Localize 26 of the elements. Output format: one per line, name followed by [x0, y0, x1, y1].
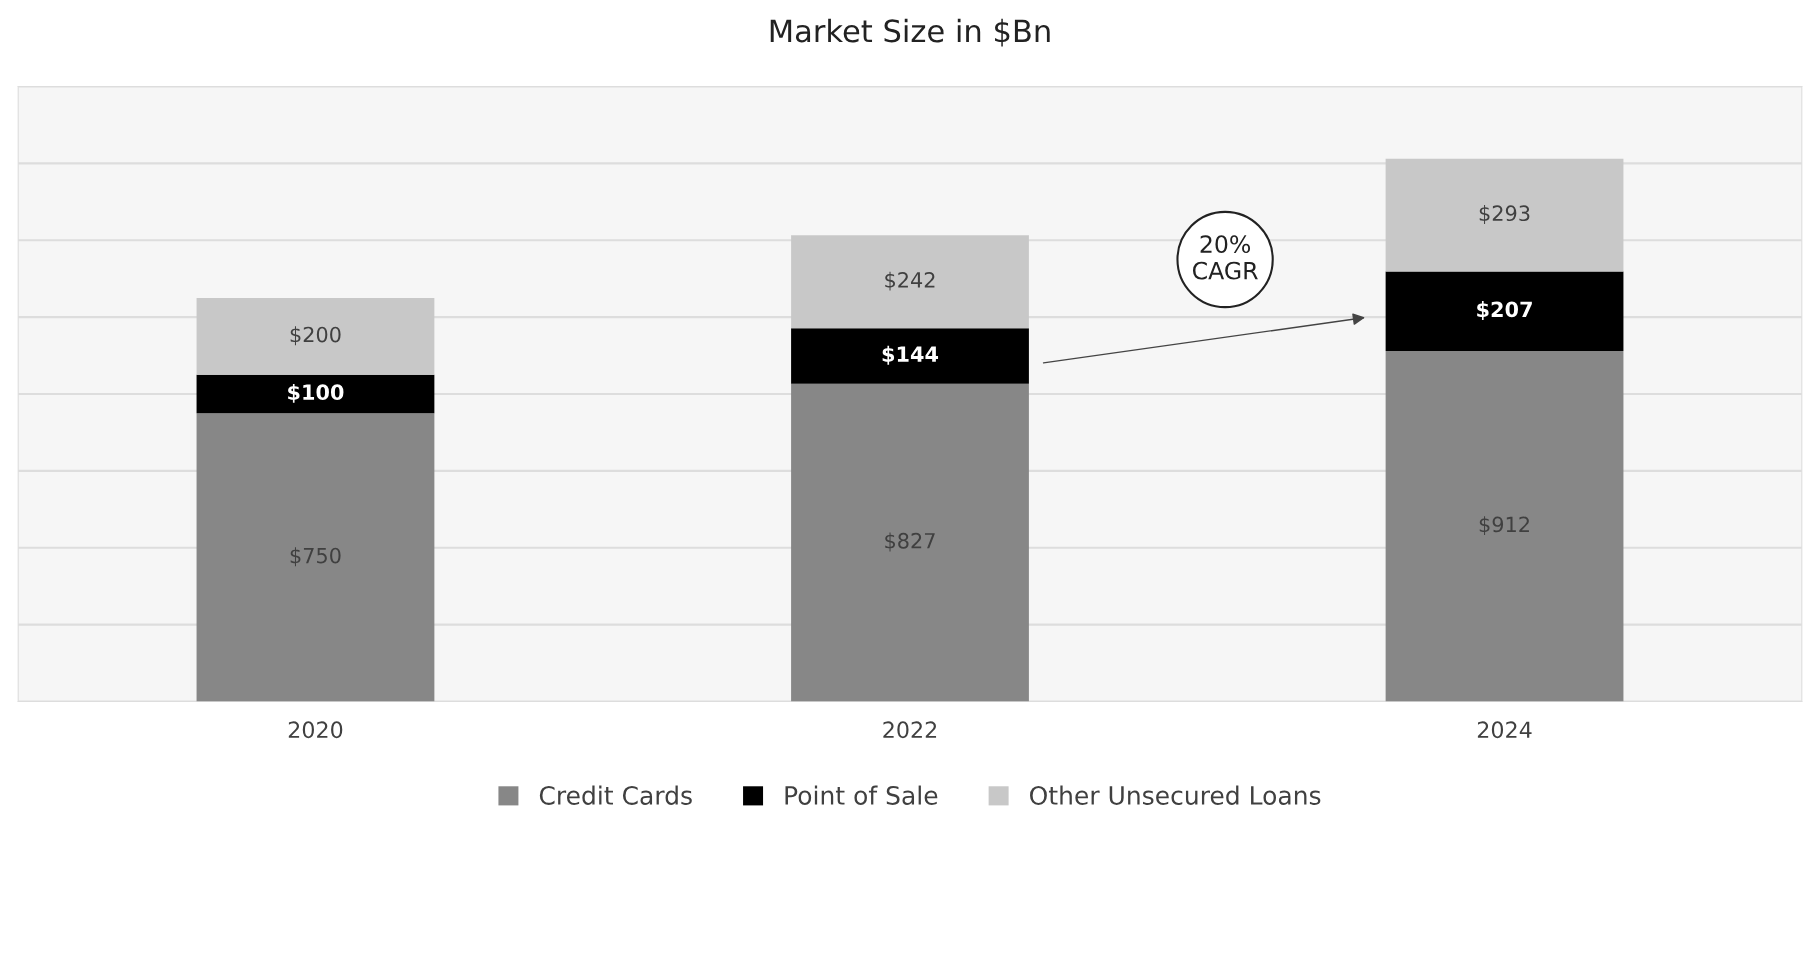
data-label: $200: [290, 326, 341, 346]
x-tick-label: 2020: [288, 721, 343, 739]
data-label: $144: [882, 345, 939, 365]
bar: [196, 374, 435, 414]
bar: [1385, 271, 1624, 351]
bar: [1385, 158, 1624, 272]
bar: [791, 328, 1029, 384]
annotation: 20% CAGR: [1192, 235, 1258, 280]
bar: [196, 297, 435, 375]
legend-label: Credit Cards: [539, 785, 692, 805]
bar: [791, 383, 1029, 702]
legend-label: Point of Sale: [785, 785, 938, 805]
chart-title: Market Size in $Bn: [770, 18, 1050, 47]
bar: [791, 235, 1029, 329]
data-label: $242: [885, 271, 935, 291]
data-label: $207: [1477, 301, 1532, 320]
x-tick-label: 2022: [883, 721, 937, 739]
legend-label: Other Unsecured Loans: [1030, 785, 1321, 805]
data-label: $912: [1479, 516, 1529, 536]
bar: [1385, 350, 1624, 702]
data-label: $827: [885, 532, 935, 552]
data-label: $750: [290, 547, 341, 567]
data-label: $100: [288, 383, 344, 403]
x-tick-label: 2024: [1477, 721, 1532, 739]
data-label: $293: [1479, 204, 1530, 224]
bar: [196, 413, 435, 702]
